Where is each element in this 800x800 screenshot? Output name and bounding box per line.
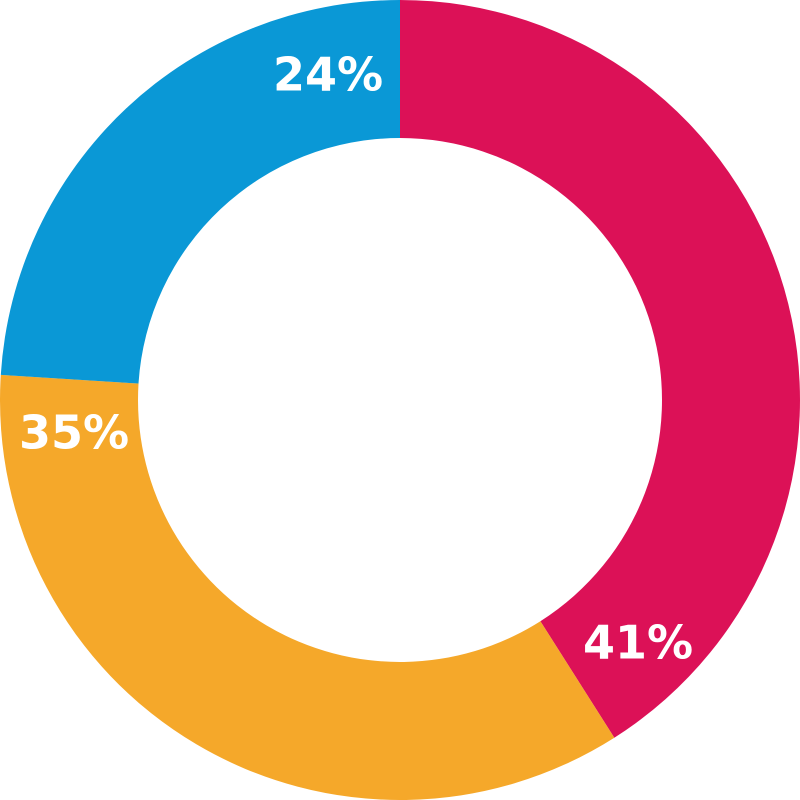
donut-slice-41 (400, 0, 800, 738)
donut-slice-24 (0, 0, 400, 384)
labels-layer: 41% 35% 24% (19, 48, 693, 670)
slice-label-41: 41% (583, 616, 693, 670)
slice-label-35: 35% (19, 406, 129, 460)
donut-slice-35 (0, 374, 615, 800)
slice-label-24: 24% (273, 48, 383, 102)
